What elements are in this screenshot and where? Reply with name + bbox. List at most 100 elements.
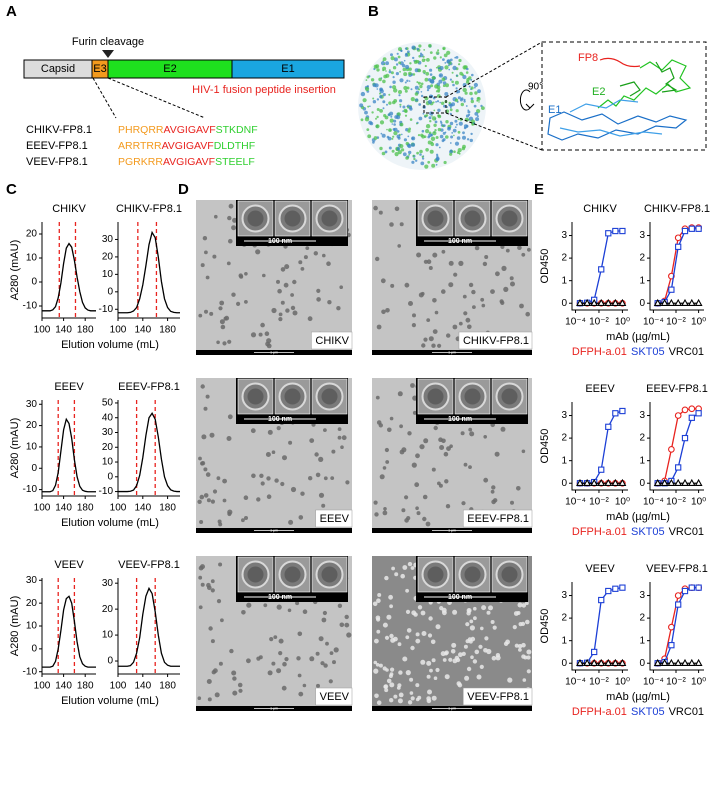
y-tick-label: 40: [102, 412, 114, 423]
y-tick-label: 2: [561, 433, 567, 444]
virion-density: [465, 105, 468, 107]
virion-density: [399, 103, 402, 106]
particle: [428, 616, 433, 621]
virion-density: [386, 135, 390, 139]
data-point: [653, 298, 662, 306]
virion-density: [453, 134, 455, 137]
virion-density: [426, 85, 431, 90]
particle: [276, 604, 282, 610]
virion-density: [474, 86, 476, 89]
particle: [382, 466, 387, 470]
data-point: [681, 478, 689, 486]
inset-core: [247, 210, 264, 227]
y-tick-label: 3: [561, 410, 567, 421]
virion-density: [413, 157, 416, 161]
particle: [246, 602, 252, 608]
virion-density: [404, 47, 408, 50]
particle: [452, 324, 458, 330]
x-tick-label: 100: [34, 325, 51, 336]
virion-density: [435, 101, 437, 103]
particle: [303, 255, 308, 260]
particle: [389, 222, 394, 227]
data-point: [597, 298, 606, 306]
particle: [383, 684, 389, 689]
virion-density: [376, 115, 379, 119]
particle: [292, 310, 298, 316]
x-tick-label: 140: [55, 681, 72, 692]
virion-density: [390, 56, 395, 61]
particle: [256, 656, 261, 661]
particle: [223, 316, 228, 321]
particle: [256, 497, 261, 502]
particle: [243, 495, 249, 501]
series-line: [118, 412, 180, 493]
particle: [468, 465, 472, 469]
virion-density: [360, 91, 366, 97]
particle: [463, 311, 468, 316]
x-tick-label: 180: [159, 503, 176, 514]
virion-density: [477, 97, 480, 100]
particle: [441, 249, 446, 254]
virion-density: [376, 88, 379, 90]
particle: [376, 629, 381, 634]
virion-density: [474, 112, 479, 116]
label-box: [311, 331, 353, 350]
particle: [262, 273, 266, 278]
virion-density: [425, 114, 429, 117]
virion-density: [419, 153, 422, 156]
particle: [203, 406, 208, 411]
legend-entry: DFPH-a.01: [572, 346, 627, 358]
furin-site: PHRQRR: [118, 124, 164, 136]
virion-density: [445, 135, 449, 139]
virion-density: [444, 65, 449, 70]
particle: [231, 225, 237, 231]
virion-density: [464, 91, 468, 95]
y-tick-label: 20: [26, 420, 38, 431]
data-point: [597, 658, 606, 666]
virion-density: [408, 153, 411, 156]
virion-density: [467, 110, 471, 114]
axis-line: [571, 222, 628, 311]
virion-density: [382, 107, 385, 110]
particle: [282, 455, 287, 461]
particle: [274, 478, 279, 483]
virion-density: [429, 68, 433, 72]
furin-site: ARRTRR: [118, 140, 162, 152]
particle: [290, 305, 296, 311]
particle: [450, 649, 456, 654]
virion-density: [462, 87, 467, 93]
particle: [417, 605, 423, 610]
particle: [212, 489, 218, 494]
particle: [437, 481, 441, 486]
virion-density: [429, 79, 435, 84]
data-point: [598, 596, 605, 604]
x-tick-label: 10⁻⁴: [565, 317, 586, 328]
virion-density: [451, 71, 454, 74]
y-tick-label: 10: [26, 442, 38, 453]
particle: [465, 622, 470, 627]
particle: [483, 477, 489, 483]
particle: [384, 635, 390, 640]
data-point: [674, 478, 683, 486]
particle: [300, 491, 305, 496]
virion-density: [435, 156, 440, 161]
panel-label: A: [6, 3, 17, 20]
particle: [407, 561, 413, 567]
virion-density: [397, 55, 401, 59]
particle: [271, 307, 277, 314]
particle: [200, 384, 205, 389]
particle: [232, 676, 237, 681]
particle: [453, 272, 458, 277]
virion-density: [390, 71, 394, 75]
virion-density: [366, 75, 370, 79]
virion-density: [442, 58, 445, 61]
data-point: [695, 225, 702, 232]
particle: [462, 294, 467, 299]
virion-density: [382, 93, 386, 97]
particle: [427, 689, 432, 695]
virion-density: [452, 83, 455, 87]
inset-core: [321, 566, 338, 583]
data-point: [681, 658, 689, 666]
particle: [241, 610, 246, 615]
virion-density: [383, 74, 388, 79]
